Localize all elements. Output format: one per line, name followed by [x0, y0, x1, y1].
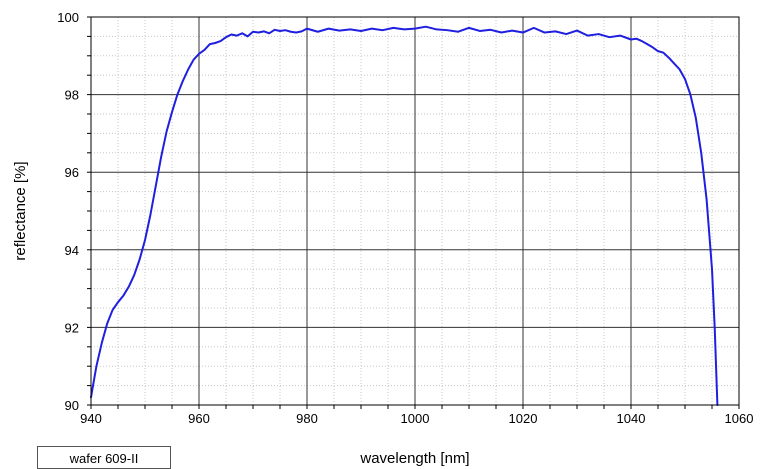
x-axis-label: wavelength [nm]: [359, 450, 469, 467]
y-tick-label: 94: [65, 243, 79, 258]
y-tick-label: 100: [57, 10, 79, 25]
x-tick-label: 960: [188, 411, 210, 426]
x-tick-label: 940: [80, 411, 102, 426]
series-layer: [90, 25, 719, 406]
y-axis-label: reflectance [%]: [12, 161, 29, 260]
y-tick-labels: 90 92 94 96 98 100: [57, 10, 79, 413]
legend-label: wafer 609-II: [69, 451, 139, 466]
legend-box: wafer 609-II: [37, 446, 171, 469]
major-grid: [90, 16, 740, 406]
x-tick-label: 1000: [401, 411, 430, 426]
x-tick-label: 1060: [725, 411, 754, 426]
axis-ticks: [87, 16, 740, 409]
x-tick-label: 1020: [509, 411, 538, 426]
plot-frame: [90, 16, 740, 406]
x-tick-labels: 940 960 980 1000 1020 1040 1060: [80, 411, 753, 426]
x-tick-label: 980: [296, 411, 318, 426]
x-tick-label: 1040: [617, 411, 646, 426]
y-tick-label: 92: [65, 320, 79, 335]
y-tick-label: 98: [65, 88, 79, 103]
y-tick-label: 96: [65, 165, 79, 180]
y-tick-label: 90: [65, 398, 79, 413]
series-line: [90, 25, 719, 406]
